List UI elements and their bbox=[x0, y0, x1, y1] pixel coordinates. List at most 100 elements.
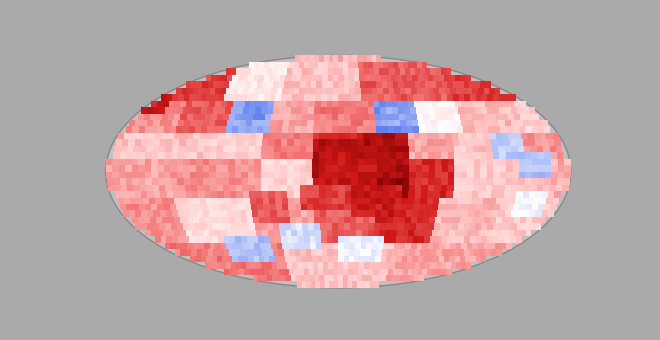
Bar bbox=[356, 120, 363, 126]
Bar bbox=[327, 230, 333, 236]
Bar bbox=[338, 120, 345, 126]
Bar bbox=[432, 101, 438, 107]
Bar bbox=[319, 62, 323, 68]
Bar bbox=[436, 68, 441, 75]
Bar bbox=[150, 217, 156, 223]
Bar bbox=[350, 114, 356, 120]
Bar bbox=[203, 165, 209, 172]
Bar bbox=[446, 133, 451, 139]
Bar bbox=[344, 230, 350, 236]
Bar bbox=[162, 198, 168, 204]
Bar bbox=[374, 230, 379, 236]
Bar bbox=[326, 120, 332, 126]
Bar bbox=[274, 62, 279, 68]
Bar bbox=[184, 120, 191, 126]
Bar bbox=[504, 191, 510, 198]
Bar bbox=[557, 178, 564, 185]
Bar bbox=[395, 275, 400, 282]
Bar bbox=[368, 107, 374, 114]
Bar bbox=[310, 236, 315, 243]
Bar bbox=[401, 198, 408, 204]
Bar bbox=[144, 217, 150, 223]
Bar bbox=[262, 139, 268, 146]
Bar bbox=[236, 152, 242, 159]
Bar bbox=[393, 62, 397, 68]
Bar bbox=[164, 152, 171, 159]
Bar bbox=[316, 88, 321, 94]
Bar bbox=[411, 114, 417, 120]
Bar bbox=[263, 198, 269, 204]
Bar bbox=[286, 230, 292, 236]
Bar bbox=[235, 172, 242, 178]
Bar bbox=[480, 172, 486, 178]
Bar bbox=[326, 223, 332, 230]
Bar bbox=[395, 68, 400, 75]
Bar bbox=[514, 114, 520, 120]
Bar bbox=[230, 262, 236, 269]
Bar bbox=[211, 256, 216, 262]
Bar bbox=[508, 101, 514, 107]
Bar bbox=[350, 126, 357, 133]
Bar bbox=[170, 126, 176, 133]
Bar bbox=[294, 133, 300, 139]
Bar bbox=[550, 178, 557, 185]
Bar bbox=[389, 178, 396, 185]
Bar bbox=[316, 81, 322, 88]
Bar bbox=[267, 81, 273, 88]
Bar bbox=[400, 120, 406, 126]
Bar bbox=[476, 94, 481, 101]
Bar bbox=[442, 81, 447, 88]
Bar bbox=[279, 269, 284, 275]
Bar bbox=[430, 68, 436, 75]
Bar bbox=[506, 223, 512, 230]
Bar bbox=[356, 210, 363, 217]
Bar bbox=[259, 114, 265, 120]
Bar bbox=[486, 178, 492, 185]
Bar bbox=[267, 68, 272, 75]
Bar bbox=[325, 165, 332, 172]
Bar bbox=[259, 62, 264, 68]
Bar bbox=[345, 133, 351, 139]
Bar bbox=[441, 152, 447, 159]
Bar bbox=[356, 94, 361, 101]
Bar bbox=[338, 191, 345, 198]
Bar bbox=[311, 282, 315, 288]
Bar bbox=[158, 178, 164, 185]
Bar bbox=[215, 230, 221, 236]
Bar bbox=[473, 101, 478, 107]
Bar bbox=[520, 114, 527, 120]
Bar bbox=[147, 139, 154, 146]
Bar bbox=[434, 185, 441, 191]
Bar bbox=[221, 230, 227, 236]
Bar bbox=[364, 152, 370, 159]
Bar bbox=[285, 75, 290, 81]
Bar bbox=[325, 172, 332, 178]
Bar bbox=[119, 178, 126, 185]
Bar bbox=[355, 88, 360, 94]
Bar bbox=[265, 88, 271, 94]
Bar bbox=[277, 88, 282, 94]
Bar bbox=[310, 243, 316, 249]
Bar bbox=[493, 165, 500, 172]
Bar bbox=[541, 210, 548, 217]
Bar bbox=[216, 256, 222, 262]
Bar bbox=[166, 210, 172, 217]
Bar bbox=[268, 139, 275, 146]
Bar bbox=[192, 230, 198, 236]
Bar bbox=[395, 126, 401, 133]
Bar bbox=[511, 185, 517, 191]
Bar bbox=[486, 172, 493, 178]
Bar bbox=[158, 165, 164, 172]
Bar bbox=[290, 256, 296, 262]
Bar bbox=[164, 178, 171, 185]
Bar bbox=[261, 146, 268, 152]
Bar bbox=[151, 172, 158, 178]
Bar bbox=[205, 114, 211, 120]
Bar bbox=[177, 107, 183, 114]
Bar bbox=[327, 101, 333, 107]
Bar bbox=[323, 262, 328, 269]
Bar bbox=[428, 165, 435, 172]
Bar bbox=[213, 236, 218, 243]
Bar bbox=[441, 185, 447, 191]
Bar bbox=[533, 217, 539, 223]
